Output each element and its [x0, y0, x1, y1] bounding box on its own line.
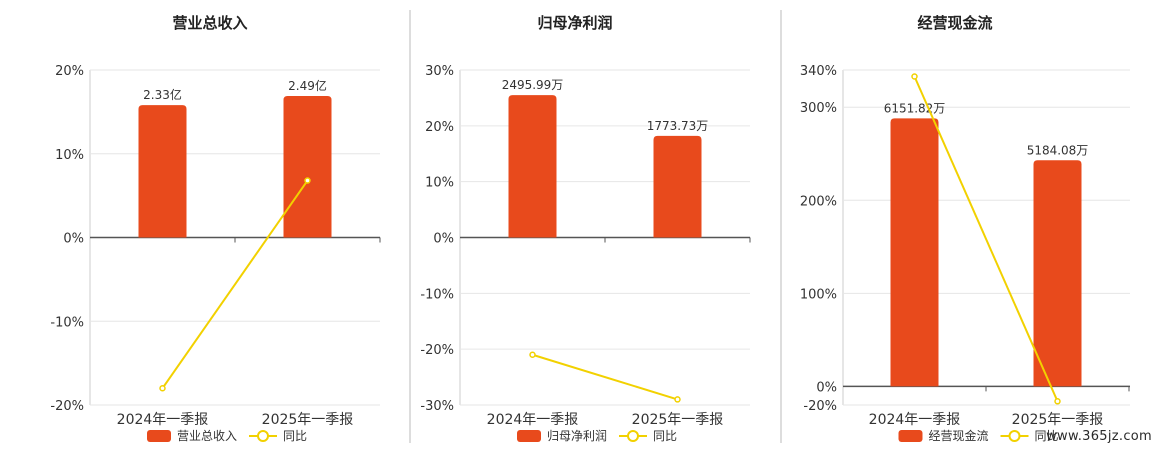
y-tick-label: 20%: [55, 64, 84, 79]
legend-label-line: 同比: [1035, 429, 1059, 443]
chart-panel-1: 营业总收入 20% 10% 0% -10% -20% 2.33亿 2.49亿 2024年一季报 2…: [50, 14, 381, 443]
bar: [1033, 160, 1082, 387]
legend-label-bar: 营业总收入: [177, 429, 237, 443]
y-tick-label: 10%: [425, 176, 454, 191]
yoy-point: [159, 385, 166, 392]
legend-line-marker: [257, 430, 269, 442]
legend-bar-swatch: [147, 430, 171, 442]
bar-value-label: 2.49亿: [288, 78, 327, 93]
y-tick-label: 100%: [800, 287, 837, 302]
legend-bar-swatch: [517, 430, 541, 442]
y-tick-label: -20%: [803, 399, 837, 414]
y-tick-label: 0%: [63, 232, 84, 247]
bar: [283, 95, 332, 238]
y-tick-label: 300%: [800, 101, 837, 116]
legend-line-marker: [627, 430, 639, 442]
x-tick-label: 2024年一季报: [117, 412, 209, 428]
legend-bar-swatch: [898, 430, 923, 442]
legend-label-bar: 经营现金流: [929, 428, 989, 443]
bar: [508, 95, 557, 238]
y-tick-label: 30%: [425, 64, 454, 79]
legend-label-line: 同比: [283, 429, 307, 443]
yoy-line: [161, 179, 309, 389]
y-tick-label: 200%: [800, 194, 837, 209]
y-tick-label: 340%: [800, 64, 837, 79]
watermark-text: www.365jz.com: [1046, 429, 1152, 444]
yoy-point: [529, 351, 536, 358]
x-tick-label: 2024年一季报: [487, 412, 579, 428]
bar-value-label: 2.33亿: [143, 87, 182, 102]
bar-value-label: 6151.82万: [884, 101, 946, 115]
yoy-point: [1054, 398, 1061, 405]
yoy-line: [532, 353, 678, 401]
y-tick-label: -10%: [50, 315, 84, 330]
yoy-line: [913, 76, 1059, 402]
y-tick-label: -20%: [50, 399, 84, 414]
y-tick-label: -20%: [420, 343, 454, 358]
bar-value-label: 5184.08万: [1027, 143, 1089, 157]
bar-value-label: 2495.99万: [502, 78, 564, 92]
yoy-point: [304, 177, 311, 184]
bar: [653, 135, 702, 238]
y-tick-label: 20%: [425, 120, 454, 135]
yoy-point: [674, 396, 681, 403]
y-tick-label: 0%: [433, 232, 454, 247]
x-tick-label: 2025年一季报: [632, 412, 724, 428]
chart-panel-2: 归母净利润 30% 20% 10% 0% -10% -20% -30% 2495.99万 1773…: [420, 14, 751, 443]
legend-line-marker: [1008, 430, 1021, 442]
chart-title: 营业总收入: [172, 14, 247, 32]
chart-panel-3: 经营现金流 340% 300% 200% 100% 0% -20% 6151.82万 5184.…: [800, 14, 1130, 443]
yoy-point: [911, 73, 918, 80]
y-tick-label: 0%: [816, 380, 837, 395]
bar: [138, 105, 187, 238]
y-tick-label: 10%: [55, 148, 84, 163]
bar: [890, 118, 939, 387]
y-tick-label: -30%: [420, 399, 454, 414]
x-tick-label: 2025年一季报: [1012, 412, 1104, 428]
legend-label-bar: 归母净利润: [547, 429, 607, 443]
x-tick-label: 2024年一季报: [869, 412, 961, 428]
chart-title: 经营现金流: [917, 14, 992, 32]
legend-label-line: 同比: [653, 429, 677, 443]
chart-title: 归母净利润: [537, 14, 612, 32]
x-tick-label: 2025年一季报: [262, 412, 354, 428]
y-tick-label: -10%: [420, 287, 454, 302]
bar-value-label: 1773.73万: [647, 119, 709, 133]
